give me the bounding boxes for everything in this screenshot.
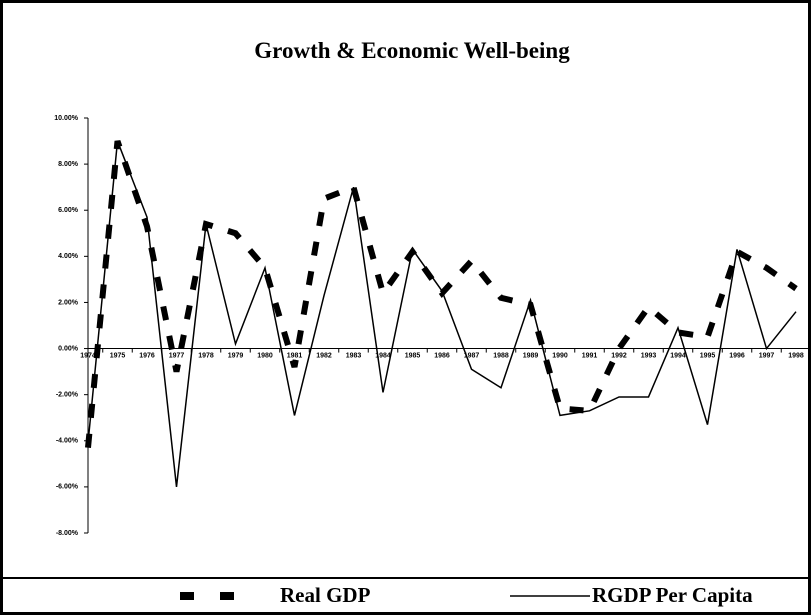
x-tick-label: 1980 [257,352,273,359]
x-tick-label: 1990 [552,352,568,359]
x-tick-label: 1994 [670,352,686,359]
x-tick-label: 1985 [405,352,421,359]
x-tick-label: 1977 [169,352,185,359]
y-tick-label: 10.00% [54,115,79,122]
x-tick-label: 1979 [228,352,244,359]
x-tick-label: 1989 [523,352,539,359]
x-tick-label: 1992 [611,352,627,359]
y-tick-label: 4.00% [58,253,79,260]
x-tick-label: 1987 [464,352,480,359]
y-tick-label: 2.00% [58,299,79,306]
chart-title: Growth & Economic Well-being [254,38,570,63]
x-tick-label: 1988 [493,352,509,359]
x-tick-label: 1995 [700,352,716,359]
x-tick-label: 1997 [759,352,775,359]
x-tick-label: 1993 [641,352,657,359]
x-tick-label: 1983 [346,352,362,359]
y-tick-label: 0.00% [58,345,79,352]
x-tick-label: 1986 [434,352,450,359]
x-tick-label: 1998 [788,352,804,359]
y-tick-label: -4.00% [56,438,79,445]
y-tick-label: 8.00% [58,161,79,168]
y-tick-label: -6.00% [56,484,79,491]
y-tick-label: 6.00% [58,207,79,214]
x-tick-label: 1976 [139,352,155,359]
series-line [85,140,798,448]
x-tick-label: 1978 [198,352,214,359]
y-tick-label: -8.00% [56,530,79,537]
x-tick-label: 1991 [582,352,598,359]
x-tick-label: 1974 [80,352,96,359]
legend-label: RGDP Per Capita [592,583,753,607]
x-tick-label: 1975 [110,352,126,359]
x-tick-label: 1981 [287,352,303,359]
x-tick-label: 1984 [375,352,391,359]
x-tick-label: 1982 [316,352,332,359]
legend-label: Real GDP [280,583,371,607]
series-line [87,140,797,487]
y-tick-label: -2.00% [56,392,79,399]
x-tick-label: 1996 [729,352,745,359]
